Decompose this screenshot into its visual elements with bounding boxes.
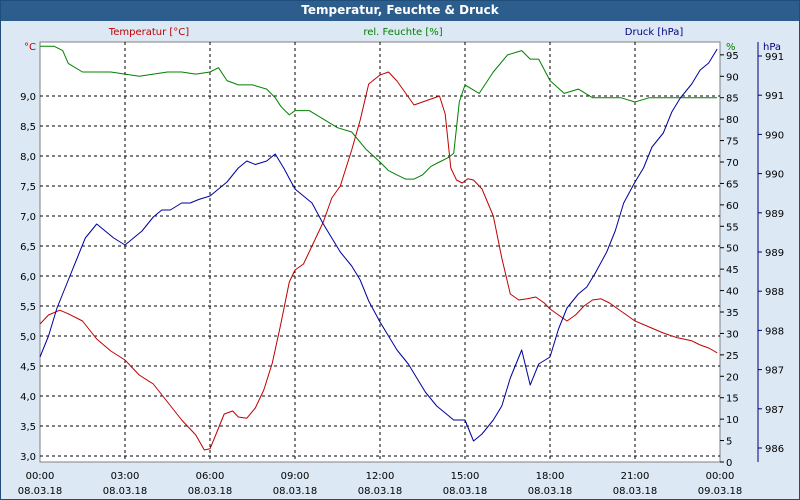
humidity-tick-label: 35 <box>726 308 739 319</box>
humidity-tick-label: 45 <box>726 265 739 276</box>
pressure-tick-label: 990 <box>765 170 784 181</box>
temperature-tick-label: 7,5 <box>20 182 36 193</box>
temperature-tick-label: 3,0 <box>20 452 36 463</box>
humidity-tick-label: 30 <box>726 329 739 340</box>
pressure-unit-label: hPa <box>763 42 781 53</box>
x-tick-date-label: 08.03.18 <box>613 486 658 497</box>
x-tick-time-label: 00:00 <box>706 471 735 482</box>
humidity-tick-label: 65 <box>726 179 739 190</box>
x-tick-date-label: 08.03.18 <box>18 486 63 497</box>
x-tick-time-label: 03:00 <box>111 471 140 482</box>
humidity-axis-title: rel. Feuchte [%] <box>363 27 442 38</box>
pressure-tick-label: 986 <box>765 444 784 455</box>
pressure-axis-title: Druck [hPa] <box>625 27 684 38</box>
x-tick-date-label: 08.03.18 <box>358 486 403 497</box>
druck-series-line <box>39 48 718 442</box>
humidity-tick-label: 5 <box>726 437 732 448</box>
pressure-tick-label: 988 <box>765 326 784 337</box>
x-tick-date-label: 08.03.18 <box>443 486 488 497</box>
humidity-tick-label: 20 <box>726 372 739 383</box>
humidity-tick-label: 95 <box>726 51 739 62</box>
temperature-tick-label: 8,5 <box>20 122 36 133</box>
axes: 00:00 08.03.18 03:00 08.03.18 06:00 08.03.18 0… <box>18 27 784 497</box>
humidity-tick-label: 50 <box>726 244 739 255</box>
temperature-axis-title: Temperatur [°C] <box>108 27 189 38</box>
x-tick-time-label: 12:00 <box>366 471 395 482</box>
temperature-tick-label: 5,5 <box>20 302 36 313</box>
humidity-tick-label: 55 <box>726 222 739 233</box>
x-tick-time-label: 06:00 <box>196 471 225 482</box>
humidity-tick-label: 0 <box>726 458 732 469</box>
temperature-tick-label: 7,0 <box>20 212 36 223</box>
pressure-tick-label: 988 <box>765 287 784 298</box>
temperatur-series-line <box>39 71 718 451</box>
temperature-tick-label: 9,0 <box>20 92 36 103</box>
chart-title: Temperatur, Feuchte & Druck <box>301 3 499 17</box>
x-tick-date-label: 08.03.18 <box>528 486 573 497</box>
temperature-tick-label: 4,5 <box>20 362 36 373</box>
humidity-tick-label: 15 <box>726 394 739 405</box>
temperature-tick-label: 6,0 <box>20 272 36 283</box>
pressure-tick-label: 990 <box>765 130 784 141</box>
x-tick-time-label: 09:00 <box>281 471 310 482</box>
pressure-tick-label: 987 <box>765 405 784 416</box>
humidity-tick-label: 70 <box>726 158 739 169</box>
pressure-tick-label: 987 <box>765 366 784 377</box>
x-tick-time-label: 15:00 <box>451 471 480 482</box>
humidity-tick-label: 40 <box>726 287 739 298</box>
x-tick-time-label: 21:00 <box>621 471 650 482</box>
x-tick-time-label: 18:00 <box>536 471 565 482</box>
humidity-tick-label: 10 <box>726 415 739 426</box>
x-tick-time-label: 00:00 <box>26 471 55 482</box>
pressure-tick-label: 989 <box>765 248 784 259</box>
temperature-tick-label: 6,5 <box>20 242 36 253</box>
series-group <box>39 45 718 451</box>
grid <box>40 42 720 462</box>
x-tick-date-label: 08.03.18 <box>188 486 233 497</box>
rel-feuchte-series-line <box>40 45 718 180</box>
humidity-tick-label: 90 <box>726 72 739 83</box>
temperature-unit-label: °C <box>24 42 36 53</box>
humidity-unit-label: % <box>726 42 736 53</box>
temperature-tick-label: 4,0 <box>20 392 36 403</box>
pressure-tick-label: 989 <box>765 209 784 220</box>
humidity-tick-label: 80 <box>726 115 739 126</box>
humidity-tick-label: 75 <box>726 137 739 148</box>
humidity-tick-label: 25 <box>726 351 739 362</box>
temperature-tick-label: 5,0 <box>20 332 36 343</box>
temperature-tick-label: 8,0 <box>20 152 36 163</box>
x-tick-date-label: 08.03.18 <box>103 486 148 497</box>
x-tick-date-label: 08.03.18 <box>273 486 318 497</box>
x-tick-date-label: 09.03.18 <box>698 486 743 497</box>
pressure-tick-label: 991 <box>765 91 784 102</box>
humidity-tick-label: 85 <box>726 94 739 105</box>
humidity-tick-label: 60 <box>726 201 739 212</box>
pressure-tick-label: 991 <box>765 52 784 63</box>
title-bar: Temperatur, Feuchte & Druck <box>1 1 799 21</box>
temperature-tick-label: 3,5 <box>20 422 36 433</box>
